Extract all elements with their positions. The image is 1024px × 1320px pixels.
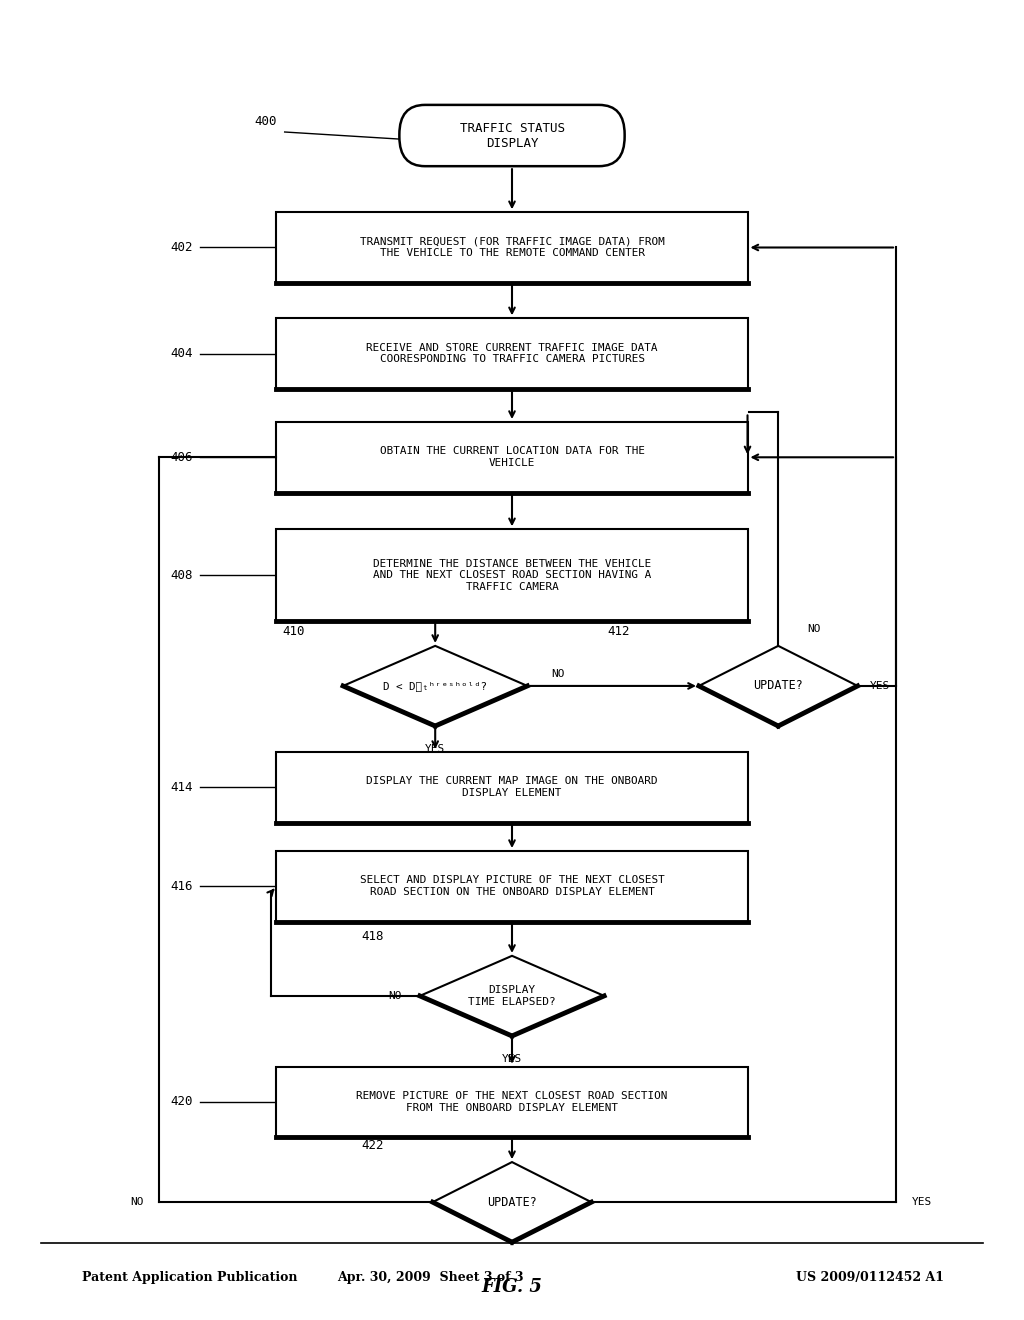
Text: 416: 416 xyxy=(170,880,193,892)
Bar xyxy=(276,422,748,492)
Text: D < D₟ₜʰʳᵉˢʰᵒˡᵈ?: D < D₟ₜʰʳᵉˢʰᵒˡᵈ? xyxy=(383,681,487,690)
Polygon shape xyxy=(420,956,604,1036)
Bar xyxy=(276,318,748,389)
Text: UPDATE?: UPDATE? xyxy=(754,680,803,693)
Text: DETERMINE THE DISTANCE BETWEEN THE VEHICLE
AND THE NEXT CLOSEST ROAD SECTION HAV: DETERMINE THE DISTANCE BETWEEN THE VEHIC… xyxy=(373,558,651,591)
Polygon shape xyxy=(432,1162,592,1242)
Bar xyxy=(276,529,748,622)
Text: 408: 408 xyxy=(170,569,193,582)
Text: US 2009/0112452 A1: US 2009/0112452 A1 xyxy=(797,1271,944,1284)
Text: YES: YES xyxy=(911,1197,932,1208)
Text: 400: 400 xyxy=(254,115,276,128)
Text: 404: 404 xyxy=(170,347,193,360)
Text: 420: 420 xyxy=(170,1096,193,1109)
Text: NO: NO xyxy=(388,991,401,1001)
Bar xyxy=(276,1067,748,1138)
Text: UPDATE?: UPDATE? xyxy=(487,1196,537,1209)
Text: NO: NO xyxy=(807,624,821,635)
Bar xyxy=(276,752,748,822)
Text: DISPLAY THE CURRENT MAP IMAGE ON THE ONBOARD
DISPLAY ELEMENT: DISPLAY THE CURRENT MAP IMAGE ON THE ONB… xyxy=(367,776,657,799)
Text: 422: 422 xyxy=(361,1139,384,1152)
Text: 406: 406 xyxy=(170,451,193,463)
Text: YES: YES xyxy=(870,681,890,690)
Polygon shape xyxy=(343,645,527,726)
Text: Patent Application Publication: Patent Application Publication xyxy=(82,1271,297,1284)
Text: Apr. 30, 2009  Sheet 3 of 3: Apr. 30, 2009 Sheet 3 of 3 xyxy=(337,1271,523,1284)
Polygon shape xyxy=(698,645,858,726)
Text: 412: 412 xyxy=(607,626,630,638)
Text: REMOVE PICTURE OF THE NEXT CLOSEST ROAD SECTION
FROM THE ONBOARD DISPLAY ELEMENT: REMOVE PICTURE OF THE NEXT CLOSEST ROAD … xyxy=(356,1092,668,1113)
Text: YES: YES xyxy=(425,743,445,754)
Text: 402: 402 xyxy=(170,242,193,253)
Text: 418: 418 xyxy=(361,931,384,944)
Text: YES: YES xyxy=(502,1053,522,1064)
Bar xyxy=(276,851,748,921)
Text: TRAFFIC STATUS
DISPLAY: TRAFFIC STATUS DISPLAY xyxy=(460,121,564,149)
Text: OBTAIN THE CURRENT LOCATION DATA FOR THE
VEHICLE: OBTAIN THE CURRENT LOCATION DATA FOR THE… xyxy=(380,446,644,469)
Text: NO: NO xyxy=(130,1197,143,1208)
Text: NO: NO xyxy=(551,669,565,680)
Text: TRANSMIT REQUEST (FOR TRAFFIC IMAGE DATA) FROM
THE VEHICLE TO THE REMOTE COMMAND: TRANSMIT REQUEST (FOR TRAFFIC IMAGE DATA… xyxy=(359,236,665,259)
Bar xyxy=(276,213,748,282)
Text: 414: 414 xyxy=(170,781,193,793)
Text: DISPLAY
TIME ELAPSED?: DISPLAY TIME ELAPSED? xyxy=(468,985,556,1007)
Text: FIG. 5: FIG. 5 xyxy=(481,1278,543,1296)
FancyBboxPatch shape xyxy=(399,104,625,166)
Text: RECEIVE AND STORE CURRENT TRAFFIC IMAGE DATA
COORESPONDING TO TRAFFIC CAMERA PIC: RECEIVE AND STORE CURRENT TRAFFIC IMAGE … xyxy=(367,343,657,364)
Text: SELECT AND DISPLAY PICTURE OF THE NEXT CLOSEST
ROAD SECTION ON THE ONBOARD DISPL: SELECT AND DISPLAY PICTURE OF THE NEXT C… xyxy=(359,875,665,898)
Text: 410: 410 xyxy=(283,626,305,638)
